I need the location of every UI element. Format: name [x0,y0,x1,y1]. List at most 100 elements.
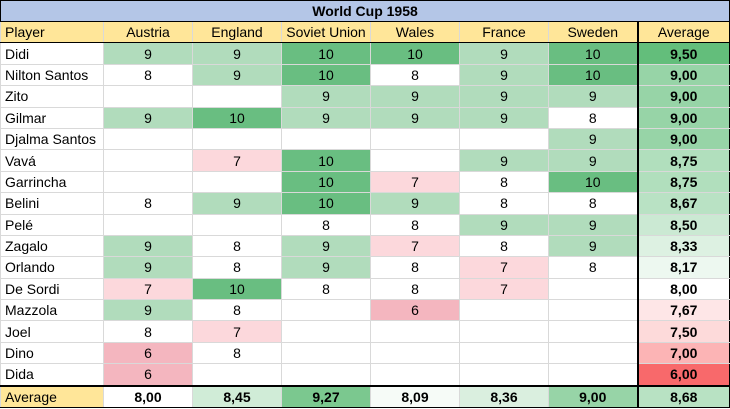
score-cell[interactable] [548,363,638,387]
column-average-cell[interactable]: 8,36 [459,384,549,409]
score-cell[interactable]: 10 [281,63,371,87]
score-cell[interactable] [370,341,460,365]
score-cell[interactable] [459,363,549,387]
header-sweden[interactable]: Sweden [548,20,638,44]
score-cell[interactable]: 8 [548,256,638,279]
column-average-cell[interactable]: 8,00 [103,384,193,409]
player-average-cell[interactable]: 9,50 [636,42,730,65]
score-cell[interactable] [370,127,460,151]
score-cell[interactable]: 8 [103,320,193,343]
header-average[interactable]: Average [636,20,730,44]
score-cell[interactable]: 8 [192,256,282,279]
score-cell[interactable]: 8 [192,234,282,258]
score-cell[interactable]: 8 [103,63,193,87]
average-row-label[interactable]: Average [0,384,104,409]
score-cell[interactable]: 8 [192,341,282,365]
header-austria[interactable]: Austria [103,20,193,44]
score-cell[interactable]: 10 [370,42,460,65]
score-cell[interactable]: 8 [548,106,638,129]
player-average-cell[interactable]: 8,33 [636,234,730,258]
score-cell[interactable]: 9 [103,256,193,279]
score-cell[interactable]: 6 [370,299,460,322]
score-cell[interactable]: 10 [192,277,282,301]
score-cell[interactable] [192,363,282,387]
header-france[interactable]: France [459,20,549,44]
score-cell[interactable]: 9 [192,42,282,65]
player-average-cell[interactable]: 8,67 [636,192,730,215]
score-cell[interactable] [548,320,638,343]
score-cell[interactable]: 8 [370,213,460,236]
player-name-cell[interactable]: Orlando [0,256,104,279]
score-cell[interactable]: 9 [548,149,638,172]
player-average-cell[interactable]: 8,75 [636,149,730,172]
score-cell[interactable]: 9 [459,106,549,129]
score-cell[interactable]: 8 [459,192,549,215]
column-average-cell[interactable]: 8,09 [370,384,460,409]
player-average-cell[interactable]: 6,00 [636,363,730,387]
score-cell[interactable]: 8 [548,192,638,215]
header-wales[interactable]: Wales [370,20,460,44]
score-cell[interactable]: 9 [370,85,460,108]
player-average-cell[interactable]: 9,00 [636,63,730,87]
score-cell[interactable]: 9 [459,85,549,108]
score-cell[interactable] [192,170,282,194]
score-cell[interactable] [459,341,549,365]
score-cell[interactable]: 8 [281,213,371,236]
score-cell[interactable]: 9 [370,106,460,129]
header-player[interactable]: Player [0,20,104,44]
player-name-cell[interactable]: Djalma Santos [0,127,104,151]
player-name-cell[interactable]: Pelé [0,213,104,236]
header-soviet-union[interactable]: Soviet Union [281,20,371,44]
player-name-cell[interactable]: Zagalo [0,234,104,258]
player-name-cell[interactable]: Gilmar [0,106,104,129]
score-cell[interactable]: 8 [370,63,460,87]
header-england[interactable]: England [192,20,282,44]
score-cell[interactable]: 7 [192,149,282,172]
score-cell[interactable] [370,149,460,172]
score-cell[interactable]: 10 [548,170,638,194]
score-cell[interactable]: 7 [103,277,193,301]
player-name-cell[interactable]: Nilton Santos [0,63,104,87]
score-cell[interactable]: 7 [370,234,460,258]
score-cell[interactable]: 10 [548,63,638,87]
score-cell[interactable]: 10 [281,42,371,65]
score-cell[interactable] [459,320,549,343]
score-cell[interactable] [192,127,282,151]
score-cell[interactable] [103,149,193,172]
score-cell[interactable] [281,341,371,365]
score-cell[interactable]: 7 [459,256,549,279]
score-cell[interactable]: 10 [281,170,371,194]
score-cell[interactable] [281,320,371,343]
score-cell[interactable] [548,341,638,365]
player-name-cell[interactable]: De Sordi [0,277,104,301]
player-average-cell[interactable]: 7,50 [636,320,730,343]
player-average-cell[interactable]: 8,50 [636,213,730,236]
score-cell[interactable]: 8 [281,277,371,301]
score-cell[interactable]: 8 [459,170,549,194]
score-cell[interactable]: 9 [459,42,549,65]
player-name-cell[interactable]: Dino [0,341,104,365]
score-cell[interactable] [548,277,638,301]
score-cell[interactable]: 9 [459,213,549,236]
score-cell[interactable]: 9 [548,127,638,151]
score-cell[interactable]: 9 [459,63,549,87]
score-cell[interactable]: 6 [103,363,193,387]
score-cell[interactable]: 7 [370,170,460,194]
score-cell[interactable]: 8 [370,277,460,301]
score-cell[interactable]: 10 [281,149,371,172]
score-cell[interactable] [103,127,193,151]
score-cell[interactable]: 10 [548,42,638,65]
score-cell[interactable] [192,213,282,236]
score-cell[interactable]: 9 [548,234,638,258]
score-cell[interactable] [370,320,460,343]
score-cell[interactable]: 9 [103,234,193,258]
score-cell[interactable] [281,127,371,151]
player-name-cell[interactable]: Belini [0,192,104,215]
score-cell[interactable]: 9 [281,106,371,129]
score-cell[interactable]: 10 [192,106,282,129]
score-cell[interactable] [548,299,638,322]
score-cell[interactable]: 9 [192,63,282,87]
score-cell[interactable]: 8 [459,234,549,258]
column-average-cell[interactable]: 9,00 [548,384,638,409]
score-cell[interactable] [192,85,282,108]
